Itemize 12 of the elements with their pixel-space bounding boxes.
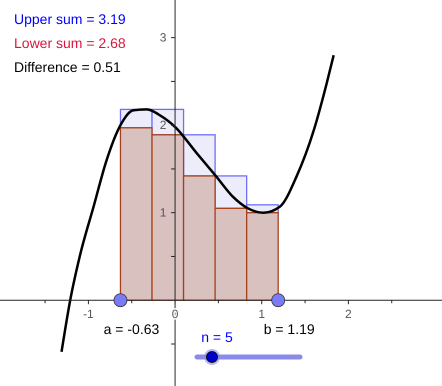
y-tick-label: 2 [160,118,167,132]
annotation: Difference = 0.51 [14,59,121,75]
annotation: b = 1.19 [264,321,315,338]
annotation: Lower sum = 2.68 [14,35,126,51]
x-tick-label: -1 [83,307,94,322]
annotation: a = -0.63 [104,321,160,338]
y-tick-label: 1 [160,206,167,220]
x-tick-label: 1 [258,307,266,322]
x-tick-label: 2 [345,307,352,322]
y-tick-label: 3 [160,30,167,45]
annotation: n = 5 [201,329,233,345]
annotation: Upper sum = 3.19 [14,11,126,27]
